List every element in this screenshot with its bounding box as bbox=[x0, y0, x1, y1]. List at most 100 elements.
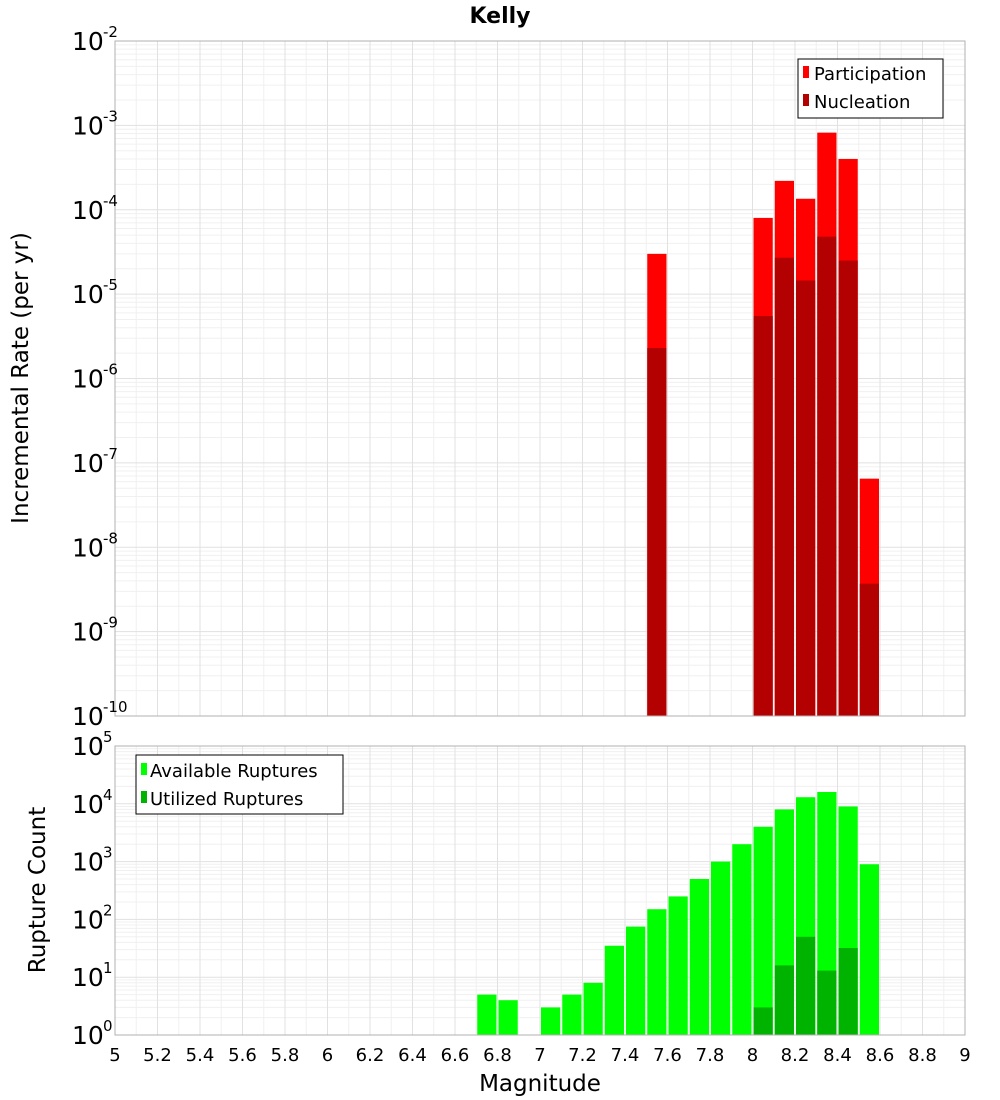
top-y-tick-base: 10 bbox=[72, 280, 104, 309]
legend-label-available: Available Ruptures bbox=[150, 761, 318, 782]
x-tick-label: 8 bbox=[747, 1045, 758, 1066]
legend-label-participation: Participation bbox=[814, 64, 926, 85]
bottom-bar-s1 bbox=[562, 994, 582, 1035]
bottom-bar-s2 bbox=[817, 970, 837, 1035]
top-y-tick-exponent: -8 bbox=[103, 529, 118, 547]
bottom-bar-s1 bbox=[711, 861, 731, 1035]
bottom-bar-s2 bbox=[796, 936, 816, 1035]
top-y-tick-exponent: -10 bbox=[103, 698, 128, 716]
bottom-y-tick-base: 10 bbox=[72, 905, 104, 934]
bottom-bar-s1 bbox=[541, 1007, 561, 1035]
bottom-bar-s2 bbox=[774, 965, 794, 1035]
x-tick-label: 5.4 bbox=[186, 1045, 215, 1066]
bottom-legend-box bbox=[135, 754, 344, 815]
x-tick-label: 8.4 bbox=[823, 1045, 852, 1066]
top-y-tick-base: 10 bbox=[72, 702, 104, 731]
x-tick-label: 5 bbox=[109, 1045, 120, 1066]
top-y-tick-exponent: -7 bbox=[103, 445, 118, 463]
top-legend: Participation Nucleation bbox=[797, 58, 944, 119]
bottom-bar-s1 bbox=[732, 844, 752, 1035]
bottom-bar-s1 bbox=[626, 926, 646, 1035]
top-bar-s2 bbox=[838, 260, 858, 716]
legend-swatch-available bbox=[141, 763, 147, 775]
top-y-tick-exponent: -2 bbox=[103, 23, 118, 41]
legend-label-nucleation: Nucleation bbox=[814, 92, 910, 113]
bottom-y-tick: 10 5 bbox=[72, 728, 113, 761]
bottom-y-tick-base: 10 bbox=[72, 848, 104, 877]
x-tick-label: 6.4 bbox=[398, 1045, 427, 1066]
bottom-bar-s1 bbox=[668, 896, 688, 1035]
x-tick-label: 7.8 bbox=[696, 1045, 725, 1066]
bottom-y-tick: 10 2 bbox=[72, 901, 113, 934]
top-bar-s2 bbox=[647, 347, 667, 716]
bottom-y-tick-base: 10 bbox=[72, 790, 104, 819]
bottom-plot-area bbox=[114, 745, 966, 1036]
top-bars bbox=[647, 132, 879, 717]
top-y-tick: 10 -2 bbox=[72, 23, 118, 56]
x-tick-label: 6.2 bbox=[356, 1045, 385, 1066]
bottom-y-tick-exponent: 5 bbox=[103, 728, 113, 746]
top-plot-area bbox=[114, 40, 966, 717]
top-y-tick: 10 -7 bbox=[72, 445, 118, 478]
x-tick-label: 6.6 bbox=[441, 1045, 470, 1066]
bottom-y-tick-exponent: 4 bbox=[103, 786, 113, 804]
top-y-tick-base: 10 bbox=[72, 533, 104, 562]
top-bar-s2 bbox=[859, 583, 879, 716]
x-tick-label: 7.4 bbox=[611, 1045, 640, 1066]
bottom-y-tick: 10 3 bbox=[72, 844, 113, 877]
bottom-y-tick-base: 10 bbox=[72, 732, 104, 761]
x-tick-label: 7 bbox=[534, 1045, 545, 1066]
x-tick-label: 7.2 bbox=[568, 1045, 597, 1066]
top-y-tick-base: 10 bbox=[72, 449, 104, 478]
x-tick-label: 8.6 bbox=[866, 1045, 895, 1066]
bottom-y-tick: 10 0 bbox=[72, 1017, 113, 1050]
top-y-tick-base: 10 bbox=[72, 111, 104, 140]
bottom-y-tick: 10 4 bbox=[72, 786, 113, 819]
top-legend-box bbox=[797, 58, 944, 119]
bottom-y-tick-base: 10 bbox=[72, 963, 104, 992]
top-y-axis-label: Incremental Rate (per yr) bbox=[8, 232, 34, 524]
bottom-y-tick: 10 1 bbox=[72, 959, 113, 992]
top-bar-s2 bbox=[774, 257, 794, 716]
x-tick-label: 5.2 bbox=[143, 1045, 172, 1066]
legend-swatch-utilized bbox=[141, 791, 147, 803]
x-ticks: 5 5.2 5.4 5.6 5.8 6 6.2 6.4 6.6 6.8 7 7.2 7.4 7.6 7.8 8… bbox=[109, 1045, 970, 1066]
top-y-tick-exponent: -9 bbox=[103, 614, 118, 632]
bottom-bar-s1 bbox=[477, 994, 497, 1035]
bottom-y-tick-exponent: 0 bbox=[103, 1017, 113, 1035]
top-y-tick-exponent: -6 bbox=[103, 361, 118, 379]
bottom-bar-s1 bbox=[689, 878, 709, 1035]
top-y-tick: 10 -8 bbox=[72, 529, 118, 562]
top-grid bbox=[114, 40, 966, 717]
legend-label-utilized: Utilized Ruptures bbox=[150, 789, 303, 810]
top-y-tick-base: 10 bbox=[72, 618, 104, 647]
bottom-y-tick-exponent: 1 bbox=[103, 959, 113, 977]
bottom-y-tick-exponent: 3 bbox=[103, 844, 113, 862]
top-y-tick-base: 10 bbox=[72, 27, 104, 56]
bottom-y-tick-base: 10 bbox=[72, 1021, 104, 1050]
bottom-bar-s1 bbox=[859, 864, 879, 1035]
bottom-bar-s1 bbox=[647, 909, 667, 1035]
bottom-bars bbox=[477, 792, 879, 1035]
legend-swatch-participation bbox=[803, 66, 809, 78]
bottom-bar-s1 bbox=[753, 826, 773, 1035]
top-y-tick-base: 10 bbox=[72, 196, 104, 225]
top-y-tick: 10 -4 bbox=[72, 192, 118, 225]
x-tick-label: 5.6 bbox=[228, 1045, 257, 1066]
x-tick-label: 6.8 bbox=[483, 1045, 512, 1066]
x-tick-label: 9 bbox=[959, 1045, 970, 1066]
legend-swatch-nucleation bbox=[803, 94, 809, 106]
top-bar-s2 bbox=[817, 236, 837, 716]
bottom-y-tick-exponent: 2 bbox=[103, 901, 113, 919]
chart-title: Kelly bbox=[469, 4, 530, 29]
top-y-tick: 10 -6 bbox=[72, 361, 118, 394]
x-tick-label: 8.2 bbox=[781, 1045, 810, 1066]
top-y-tick: 10 -9 bbox=[72, 614, 118, 647]
bottom-bar-s1 bbox=[583, 982, 603, 1035]
bottom-bar-s1 bbox=[498, 1000, 518, 1035]
bottom-bar-s2 bbox=[838, 948, 858, 1035]
top-y-tick-exponent: -3 bbox=[103, 107, 118, 125]
bottom-y-axis-label: Rupture Count bbox=[25, 807, 51, 973]
